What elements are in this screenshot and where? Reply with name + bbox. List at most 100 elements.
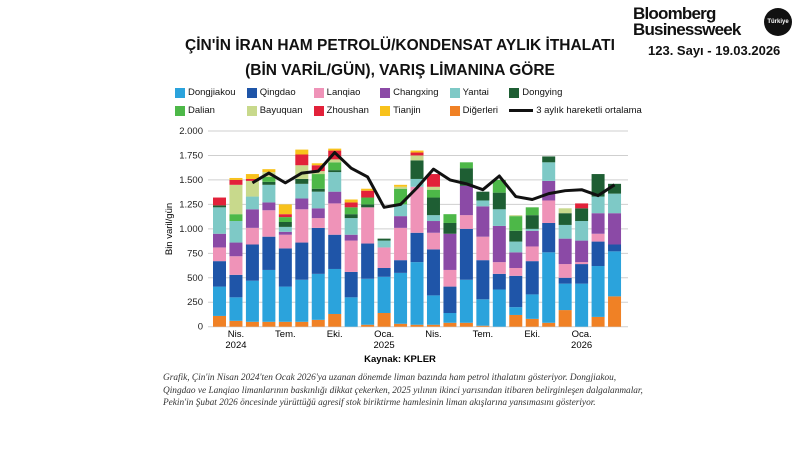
bar-segment — [377, 247, 391, 268]
bar-segment — [575, 283, 589, 327]
bar-segment — [213, 286, 226, 316]
legend-item: Dongying — [509, 87, 645, 98]
bar-segment — [245, 196, 259, 210]
legend-label: 3 aylık hareketli ortalama — [536, 105, 642, 116]
bar-segment — [394, 260, 408, 273]
bar-segment — [311, 165, 325, 172]
legend-swatch — [380, 87, 391, 98]
bar-segment — [476, 200, 490, 207]
bar-segment — [542, 252, 556, 323]
legend-label: Qingdao — [259, 87, 296, 98]
bar-segment — [410, 152, 424, 156]
bar-segment — [262, 176, 276, 182]
bar-segment — [394, 227, 408, 261]
x-tick-label: Tem. — [473, 329, 494, 340]
caption: Grafik, Çin'in Nisan 2024'ten Ocak 2026'… — [163, 373, 643, 408]
bar-segment — [328, 150, 342, 160]
bar-segment — [295, 242, 309, 280]
x-tick-year: 2024 — [225, 340, 246, 351]
x-tick-label: Oca. — [572, 329, 592, 340]
bar-segment — [575, 221, 589, 241]
legend-item: Lanqiao — [313, 87, 372, 98]
bar-segment — [509, 216, 523, 231]
legend-swatch — [380, 105, 391, 116]
bar-segment — [426, 249, 440, 296]
bar-segment — [328, 159, 342, 163]
bar-segment — [361, 188, 375, 191]
bar-segment — [328, 313, 342, 327]
bar-segment — [245, 321, 259, 327]
bar-segment — [575, 203, 589, 209]
bar-segment — [459, 215, 473, 229]
legend-swatch — [313, 87, 324, 98]
bar-segment — [295, 149, 309, 155]
bar-segment — [328, 191, 342, 204]
y-tick-label: 750 — [187, 248, 203, 259]
bar-segment — [229, 179, 243, 185]
bar-segment — [410, 262, 424, 325]
legend-swatch — [246, 87, 257, 98]
bar-segment — [377, 313, 391, 327]
bar-segment — [213, 261, 226, 287]
y-tick-label: 1.500 — [179, 175, 203, 186]
bar-segment — [262, 181, 276, 185]
bar-segment — [262, 236, 276, 270]
moving-average-line — [251, 151, 616, 209]
bar-segment — [262, 269, 276, 322]
bar-segment — [328, 203, 342, 235]
bar-segment — [558, 283, 572, 311]
bar-segment — [443, 313, 457, 323]
bar-segment — [328, 148, 342, 151]
legend-label: Diğerleri — [462, 105, 499, 116]
bar-segment — [377, 240, 391, 248]
legend-swatch — [449, 105, 460, 116]
bar-segment — [229, 297, 243, 321]
bar-segment — [344, 214, 358, 219]
bar-segment — [443, 214, 457, 223]
bar-segment — [558, 264, 572, 278]
legend-label: Lanqiao — [326, 87, 361, 98]
bar-segment — [361, 324, 375, 327]
bar-segment — [278, 222, 292, 227]
bar-segment — [542, 162, 556, 181]
bar-segment — [311, 163, 325, 166]
bar-segment — [245, 178, 259, 181]
bar-segment — [525, 246, 539, 262]
bar-segment — [394, 323, 408, 327]
bar-segment — [213, 233, 226, 248]
bar-segment — [311, 227, 325, 274]
bar-segment — [410, 178, 424, 187]
bar-segment — [262, 210, 276, 237]
legend-swatch — [175, 87, 185, 98]
bar-segment — [575, 208, 589, 222]
bar-segment — [229, 242, 243, 257]
bar-segment — [426, 221, 440, 233]
x-tick-year: 2025 — [374, 340, 395, 351]
bar-segment — [443, 286, 457, 314]
bar-segment — [344, 240, 358, 272]
bar-segment — [245, 174, 259, 179]
y-tick-label: 500 — [187, 273, 203, 284]
legend-item: Zhoushan — [313, 105, 372, 116]
bar-segment — [591, 174, 605, 197]
bar-segment — [262, 184, 276, 203]
bar-segment — [591, 213, 605, 234]
bar-segment — [459, 168, 473, 186]
legend-swatch — [449, 87, 460, 98]
bar-segment — [492, 179, 506, 193]
bar-segment — [262, 169, 276, 173]
bar-segment — [377, 267, 391, 277]
bar-segment — [361, 197, 375, 205]
bar-segment — [509, 230, 523, 242]
bar-segment — [591, 241, 605, 267]
bar-segment — [492, 192, 506, 210]
bar-segment — [525, 318, 539, 327]
bar-segment — [525, 207, 539, 216]
bar-segment — [394, 188, 408, 205]
bar-segment — [426, 174, 440, 187]
bar-segment — [344, 234, 358, 241]
bar-segment — [410, 324, 424, 327]
bar-segment — [229, 214, 243, 222]
bar-segment — [344, 218, 358, 235]
